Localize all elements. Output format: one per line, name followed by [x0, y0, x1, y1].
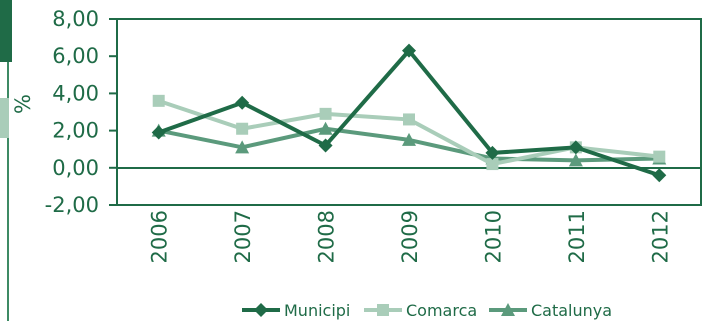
- data-point-municipi: [235, 95, 250, 110]
- y-tick-label: 0,00: [52, 156, 99, 180]
- data-point-catalunya: [568, 153, 583, 167]
- data-point-comarca: [236, 122, 249, 135]
- data-point-municipi: [568, 140, 583, 155]
- y-axis-label: %: [11, 94, 35, 114]
- data-point-comarca: [486, 158, 499, 171]
- legend-marker: [254, 303, 268, 317]
- data-point-comarca: [403, 113, 415, 126]
- legend-label: Comarca: [406, 301, 477, 320]
- data-point-municipi: [652, 168, 667, 183]
- legend-label: Municipi: [284, 301, 350, 320]
- x-tick-label: 2007: [231, 210, 255, 263]
- y-tick-label: 8,00: [52, 7, 99, 31]
- data-point-municipi: [151, 125, 166, 140]
- legend-label: Catalunya: [531, 301, 612, 320]
- y-tick-label: 2,00: [52, 119, 99, 143]
- data-point-municipi: [485, 145, 500, 160]
- series-catalunya: [151, 121, 667, 167]
- x-tick-label: 2012: [648, 210, 672, 263]
- data-point-comarca: [653, 150, 666, 163]
- data-point-municipi: [402, 43, 416, 58]
- data-point-catalunya: [318, 121, 333, 135]
- y-tick-label: 6,00: [52, 44, 99, 68]
- data-point-comarca: [319, 107, 332, 120]
- series-municipi: [151, 43, 667, 183]
- data-point-catalunya: [235, 140, 250, 154]
- legend-marker: [501, 303, 515, 316]
- y-tick-labels: 8,00 6,00 4,00 2,00 0,00 -2,00: [45, 7, 117, 217]
- page-edge-line: [7, 62, 9, 321]
- x-tick-labels: 2006 2007 2008 2009 2010 2011 2012: [148, 210, 673, 263]
- legend-item-catalunya: Catalunya: [489, 301, 612, 320]
- y-tick-label: 4,00: [52, 81, 99, 105]
- legend-item-comarca: Comarca: [364, 301, 477, 320]
- series-line-municipi: [158, 48, 660, 178]
- y-tick-label: -2,00: [45, 193, 99, 217]
- legend-marker: [377, 304, 389, 316]
- x-tick-label: 2008: [315, 210, 339, 263]
- data-point-municipi: [318, 138, 333, 153]
- x-tick-label: 2006: [148, 210, 172, 263]
- series-layer: [151, 43, 667, 183]
- series-line-comarca: [158, 98, 660, 167]
- data-point-catalunya: [402, 132, 416, 146]
- data-point-comarca: [152, 94, 165, 107]
- page-edge-tab: [0, 98, 9, 138]
- x-tick-label: 2009: [398, 210, 422, 263]
- legend: Municipi Comarca Catalunya: [242, 301, 612, 320]
- page-edge-bar: [0, 0, 12, 62]
- legend-item-municipi: Municipi: [242, 301, 350, 320]
- plot-frame: [116, 18, 702, 206]
- x-tick-label: 2010: [481, 210, 505, 263]
- x-tick-label: 2011: [565, 210, 589, 263]
